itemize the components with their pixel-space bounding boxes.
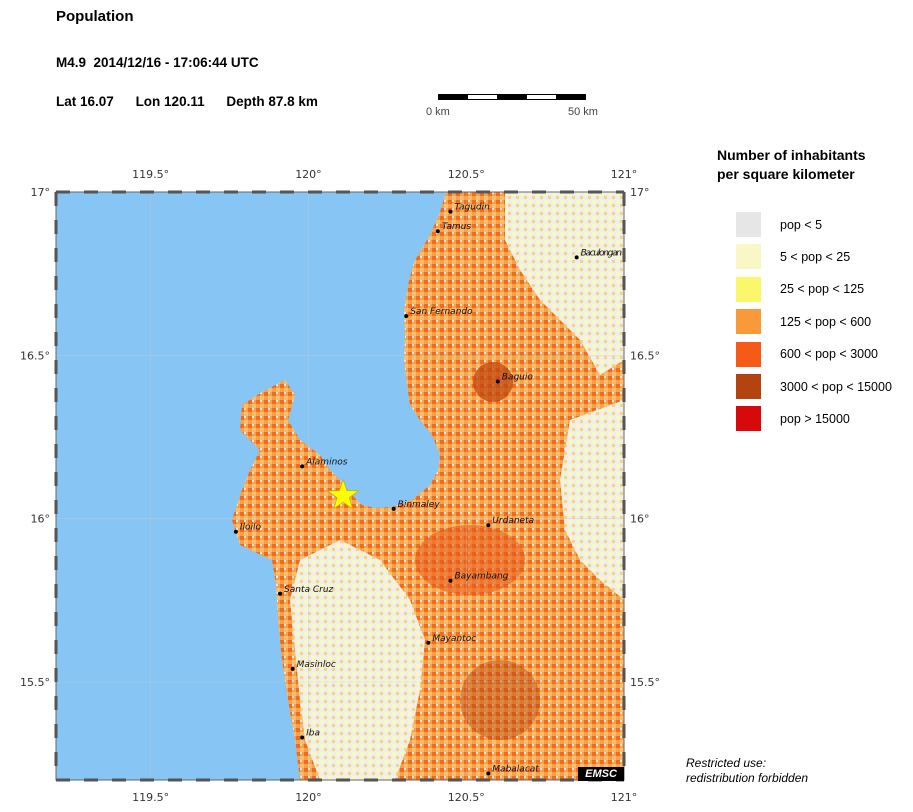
lon-tick-label-bottom: 119.5° bbox=[132, 791, 169, 804]
lon-tick-label-top: 120.5° bbox=[448, 168, 485, 181]
sparse-mountains-east bbox=[560, 400, 624, 600]
epicenter-star-icon bbox=[326, 478, 360, 510]
city-label: Santa Cruz bbox=[284, 585, 334, 595]
city-marker bbox=[278, 591, 283, 596]
legend-title-line1: Number of inhabitants bbox=[717, 147, 866, 163]
lon-tick-label-bottom: 121° bbox=[611, 791, 638, 804]
city-marker bbox=[486, 771, 491, 776]
lat-tick-label-left: 15.5° bbox=[20, 676, 50, 689]
city-label: Binmaley bbox=[398, 500, 441, 510]
city-marker bbox=[391, 506, 396, 511]
city-label: Urdaneta bbox=[492, 516, 534, 526]
city-label: Mayantoc bbox=[432, 634, 476, 644]
dense-tarlac bbox=[460, 660, 540, 740]
restricted-use-note: Restricted use: redistribution forbidden bbox=[686, 756, 808, 786]
legend-label: pop < 5 bbox=[780, 217, 823, 232]
city-label: Tamus bbox=[442, 222, 472, 232]
sparse-mountains-north bbox=[505, 192, 624, 375]
longitude: Lon 120.11 bbox=[135, 94, 205, 109]
legend-label: 3000 < pop < 15000 bbox=[780, 379, 892, 394]
lat-tick-label-left: 16° bbox=[31, 513, 51, 526]
legend-label: 600 < pop < 3000 bbox=[780, 347, 879, 362]
lat-tick-label-left: 16.5° bbox=[20, 349, 50, 362]
lat-tick-label-right: 17° bbox=[630, 186, 650, 199]
legend-item: 25 < pop < 125 bbox=[736, 276, 865, 302]
legend-item: 600 < pop < 3000 bbox=[736, 341, 879, 367]
city-marker bbox=[486, 523, 491, 528]
city-marker bbox=[300, 464, 305, 469]
legend-title: Number of inhabitants per square kilomet… bbox=[717, 146, 897, 184]
legend-item: 5 < pop < 25 bbox=[736, 244, 851, 270]
scale-end-label: 50 km bbox=[568, 106, 598, 118]
city-label: Tagudin bbox=[454, 203, 490, 213]
city-marker bbox=[448, 578, 453, 583]
legend-swatch bbox=[736, 406, 761, 432]
city-label: San Fernando bbox=[410, 307, 473, 317]
city-label: Baguio bbox=[502, 372, 534, 382]
restricted-line1: Restricted use: bbox=[686, 756, 767, 770]
legend-label: pop > 15000 bbox=[780, 411, 850, 426]
city-marker bbox=[290, 666, 295, 671]
legend-item: pop < 5 bbox=[736, 212, 822, 237]
city-label: Iba bbox=[306, 729, 320, 739]
event-info: M4.9 2014/12/16 - 17:06:44 UTC bbox=[56, 55, 259, 70]
city-label: Masinloc bbox=[297, 660, 336, 670]
legend-title-line2: per square kilometer bbox=[717, 166, 855, 182]
sparse-zambales bbox=[290, 540, 425, 780]
legend-swatch bbox=[736, 212, 761, 237]
legend-swatch bbox=[736, 341, 761, 367]
map-title: Population bbox=[56, 8, 134, 25]
city-marker bbox=[300, 735, 305, 740]
legend-item: 125 < pop < 600 bbox=[736, 309, 872, 335]
scale-bar bbox=[438, 94, 586, 100]
city-marker bbox=[233, 529, 238, 534]
lat-tick-label-right: 16.5° bbox=[630, 349, 660, 362]
legend-swatch bbox=[736, 276, 761, 302]
city-label: Baculongan bbox=[581, 248, 623, 258]
restricted-line2: redistribution forbidden bbox=[686, 771, 809, 785]
city-label: Alaminos bbox=[305, 457, 348, 467]
legend-item: 3000 < pop < 15000 bbox=[736, 374, 892, 399]
lon-tick-label-bottom: 120° bbox=[295, 791, 322, 804]
city-marker bbox=[495, 379, 500, 384]
legend-label: 5 < pop < 25 bbox=[780, 249, 851, 264]
city-label: Bayambang bbox=[454, 572, 508, 582]
legend-swatch bbox=[736, 244, 761, 270]
lon-tick-label-top: 120° bbox=[295, 168, 322, 181]
legend-swatch bbox=[736, 374, 761, 399]
city-marker bbox=[404, 314, 409, 319]
emsc-logo: EMSC bbox=[578, 767, 624, 781]
legend-label: 125 < pop < 600 bbox=[780, 314, 872, 329]
lat-tick-label-left: 17° bbox=[31, 186, 51, 199]
dense-baguio bbox=[473, 362, 513, 402]
city-marker bbox=[574, 255, 579, 260]
depth: Depth 87.8 km bbox=[226, 94, 318, 109]
legend-swatch bbox=[736, 309, 761, 335]
lon-tick-label-top: 121° bbox=[611, 168, 638, 181]
latitude: Lat 16.07 bbox=[56, 94, 114, 109]
lon-tick-label-top: 119.5° bbox=[132, 168, 169, 181]
scale-start-label: 0 km bbox=[426, 106, 450, 118]
city-marker bbox=[435, 229, 440, 234]
dense-pangasinan bbox=[415, 525, 525, 595]
city-label: Mabalacat bbox=[492, 764, 539, 774]
legend-label: 25 < pop < 125 bbox=[780, 282, 865, 297]
legend-item: pop > 15000 bbox=[736, 406, 850, 432]
city-marker bbox=[448, 209, 453, 214]
lat-tick-label-right: 16° bbox=[630, 513, 650, 526]
city-label: Iloilo bbox=[240, 523, 262, 533]
lon-tick-label-bottom: 120.5° bbox=[448, 791, 485, 804]
event-location: Lat 16.07 Lon 120.11 Depth 87.8 km bbox=[56, 94, 336, 109]
lat-tick-label-right: 15.5° bbox=[630, 676, 660, 689]
city-marker bbox=[426, 640, 431, 645]
